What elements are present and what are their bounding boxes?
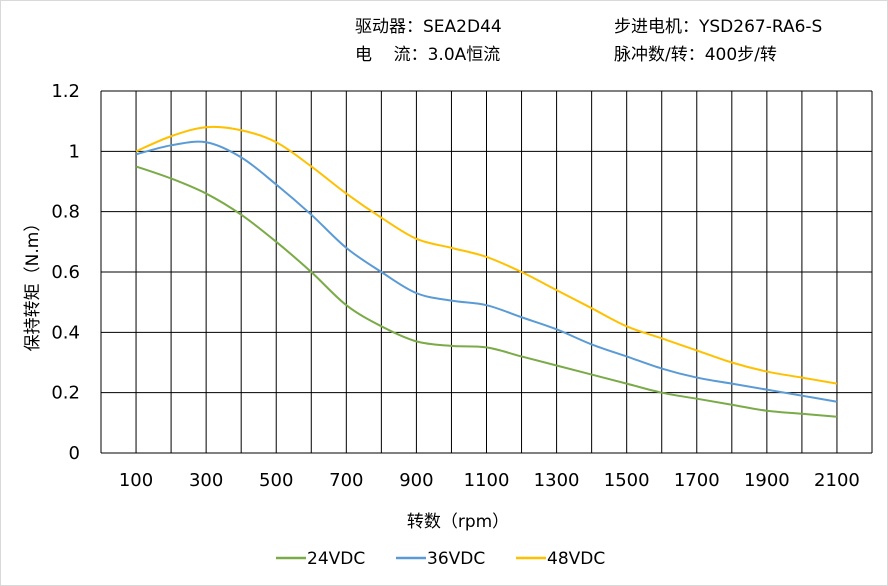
- x-tick-label: 1700: [674, 470, 720, 491]
- current-info: 电 流：3.0A恒流: [355, 45, 501, 65]
- motor-info: 步进电机：YSD267-RA6-S: [614, 17, 823, 37]
- x-tick-label: 1500: [604, 470, 650, 491]
- y-axis-label: 保持转矩（N.m）: [23, 215, 43, 352]
- x-axis-label: 转数（rpm）: [407, 512, 509, 532]
- x-tick-label: 300: [189, 470, 223, 491]
- series-lines: [135, 125, 838, 418]
- y-tick-label: 0.6: [51, 262, 80, 283]
- y-tick-label: 0.2: [51, 383, 80, 404]
- y-tick-label: 1: [69, 141, 80, 162]
- x-tick-label: 700: [329, 470, 363, 491]
- x-tick-label: 1300: [534, 470, 580, 491]
- x-tick-label: 1900: [744, 470, 790, 491]
- tick-labels: 100 300 500 700 900 1100 1300 1500 1700 1900 2100 0…: [51, 81, 860, 491]
- driver-info: 驱动器：SEA2D44: [355, 17, 502, 37]
- x-tick-label: 500: [259, 470, 293, 491]
- x-tick-label: 2100: [814, 470, 860, 491]
- legend-label-24VDC: 24VDC: [307, 549, 365, 569]
- series-line-24VDC: [135, 165, 838, 418]
- legend: 24VDC 36VDC 48VDC: [276, 549, 605, 569]
- series-line-48VDC: [135, 125, 838, 385]
- x-tick-label: 100: [119, 470, 153, 491]
- x-tick-label: 1100: [464, 470, 510, 491]
- y-tick-label: 1.2: [51, 81, 80, 102]
- series-line-36VDC: [135, 140, 838, 403]
- pulses-info: 脉冲数/转：400步/转: [614, 45, 777, 65]
- y-tick-label: 0.4: [51, 322, 80, 343]
- x-tick-label: 900: [399, 470, 433, 491]
- legend-label-48VDC: 48VDC: [547, 549, 605, 569]
- legend-label-36VDC: 36VDC: [427, 549, 485, 569]
- y-tick-label: 0: [69, 443, 80, 464]
- y-tick-label: 0.8: [51, 202, 80, 223]
